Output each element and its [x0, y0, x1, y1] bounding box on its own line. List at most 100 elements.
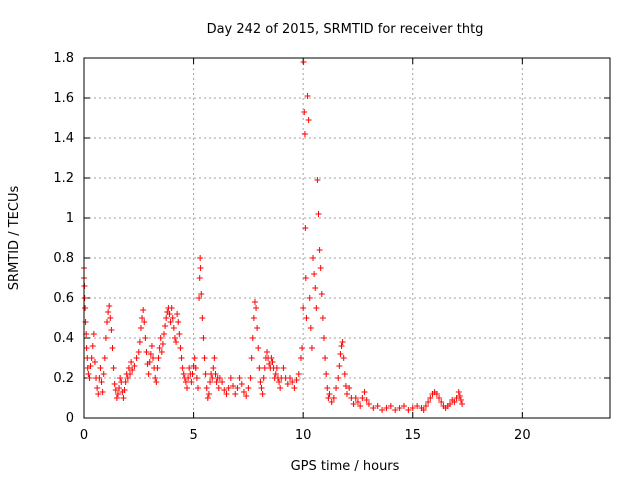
- data-point: [340, 355, 347, 361]
- y-tick-label: 0.8: [53, 251, 74, 266]
- data-point: [396, 405, 403, 411]
- y-axis-label: SRMTID / TECUs: [7, 186, 22, 291]
- data-point: [121, 387, 128, 393]
- data-point: [111, 381, 118, 387]
- data-point: [94, 385, 101, 391]
- data-point: [204, 395, 211, 401]
- data-point: [154, 365, 161, 371]
- data-point: [184, 385, 191, 391]
- data-point: [409, 405, 416, 411]
- data-point: [200, 335, 207, 341]
- data-point: [193, 375, 200, 381]
- y-tick-label: 1.4: [53, 131, 74, 146]
- data-point: [338, 343, 345, 349]
- data-point: [142, 335, 149, 341]
- data-point: [260, 375, 267, 381]
- data-point: [361, 389, 368, 395]
- data-point: [227, 375, 234, 381]
- data-point: [120, 395, 127, 401]
- data-point: [425, 399, 432, 405]
- data-point: [299, 345, 306, 351]
- data-point: [127, 371, 134, 377]
- data-point: [302, 275, 309, 281]
- data-point: [272, 371, 279, 377]
- data-point: [232, 391, 239, 397]
- data-point: [160, 331, 167, 337]
- data-point: [87, 363, 94, 369]
- data-point: [186, 365, 193, 371]
- data-point: [400, 403, 407, 409]
- data-point: [273, 365, 280, 371]
- data-point: [447, 401, 454, 407]
- y-tick-label: 1.8: [53, 51, 74, 66]
- data-point: [318, 291, 325, 297]
- data-point: [336, 363, 343, 369]
- data-point: [136, 339, 143, 345]
- data-point: [254, 325, 261, 331]
- data-point: [304, 93, 311, 99]
- y-tick-label: 0.6: [53, 291, 74, 306]
- data-point: [177, 345, 184, 351]
- data-point: [205, 391, 212, 397]
- data-point: [140, 307, 147, 313]
- data-point: [305, 117, 312, 123]
- data-point: [287, 375, 294, 381]
- data-point: [163, 315, 170, 321]
- data-point: [316, 247, 323, 253]
- data-point: [188, 379, 195, 385]
- data-point: [243, 393, 250, 399]
- data-point: [451, 399, 458, 405]
- data-point: [387, 403, 394, 409]
- data-point: [297, 355, 304, 361]
- data-point: [266, 361, 273, 367]
- y-tick-label: 1.6: [53, 91, 74, 106]
- data-point: [255, 345, 262, 351]
- data-point: [333, 385, 340, 391]
- data-point: [313, 305, 320, 311]
- data-point: [129, 367, 136, 373]
- data-point: [317, 265, 324, 271]
- data-point: [191, 355, 198, 361]
- data-point: [383, 405, 390, 411]
- data-point: [374, 403, 381, 409]
- data-point: [125, 365, 132, 371]
- data-point: [174, 311, 181, 317]
- data-point: [203, 385, 210, 391]
- data-point: [110, 365, 117, 371]
- data-point: [436, 395, 443, 401]
- data-point: [230, 383, 237, 389]
- data-point: [258, 385, 265, 391]
- data-point: [352, 395, 359, 401]
- data-point: [202, 371, 209, 377]
- data-point: [284, 381, 291, 387]
- data-point: [293, 377, 300, 383]
- data-point: [359, 395, 366, 401]
- data-points: [81, 59, 466, 413]
- data-point: [301, 109, 308, 115]
- data-point: [223, 391, 230, 397]
- data-point: [325, 395, 332, 401]
- data-point: [269, 359, 276, 365]
- data-point: [137, 325, 144, 331]
- data-point: [152, 375, 159, 381]
- data-point: [82, 305, 89, 311]
- data-point: [422, 403, 429, 409]
- data-point: [405, 407, 412, 413]
- data-point: [104, 319, 111, 325]
- data-point: [300, 59, 307, 65]
- data-point: [122, 379, 129, 385]
- data-point: [457, 397, 464, 403]
- data-point: [139, 315, 146, 321]
- plot-frame: [83, 57, 611, 419]
- data-point: [215, 385, 222, 391]
- data-point: [456, 393, 463, 399]
- data-point: [302, 225, 309, 231]
- data-point: [455, 389, 462, 395]
- data-point: [155, 355, 162, 361]
- data-point: [219, 379, 226, 385]
- data-point: [176, 331, 183, 337]
- data-point: [320, 335, 327, 341]
- data-point: [153, 379, 160, 385]
- data-point: [157, 335, 164, 341]
- data-point: [209, 375, 216, 381]
